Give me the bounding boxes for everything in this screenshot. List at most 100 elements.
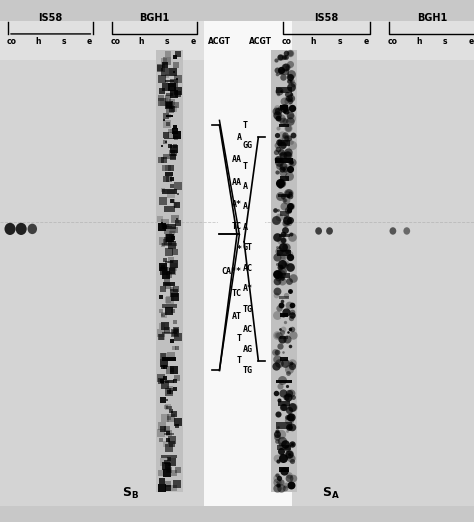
Bar	[271, 50, 297, 492]
Text: h: h	[416, 37, 422, 45]
Point	[285, 389, 293, 397]
Point	[157, 292, 165, 301]
Bar	[162, 455, 177, 458]
Bar	[277, 251, 292, 256]
Point	[280, 202, 288, 210]
Point	[289, 423, 296, 431]
Text: e: e	[87, 37, 92, 45]
Text: h: h	[310, 37, 316, 45]
Point	[278, 298, 286, 306]
Bar	[162, 243, 177, 246]
Point	[289, 141, 296, 149]
Point	[161, 219, 168, 227]
Point	[277, 138, 285, 146]
Point	[272, 206, 279, 214]
Point	[288, 325, 295, 333]
Point	[170, 366, 178, 374]
Point	[288, 202, 295, 210]
Circle shape	[16, 223, 27, 235]
Point	[287, 93, 295, 102]
Text: h: h	[35, 37, 40, 45]
Point	[286, 165, 294, 173]
Point	[285, 471, 292, 479]
Point	[287, 49, 294, 57]
Point	[280, 253, 287, 262]
Point	[288, 233, 296, 241]
Point	[161, 256, 169, 264]
Text: A: A	[243, 182, 248, 191]
Point	[283, 243, 290, 251]
Point	[163, 403, 170, 411]
Point	[288, 389, 295, 397]
Point	[289, 359, 296, 367]
Point	[164, 120, 171, 128]
Point	[171, 469, 178, 478]
Point	[286, 287, 294, 295]
Point	[286, 413, 293, 421]
Point	[283, 246, 291, 255]
Bar	[162, 304, 177, 308]
Point	[171, 385, 179, 393]
Point	[171, 289, 178, 297]
Point	[157, 329, 164, 338]
Point	[279, 243, 287, 251]
Point	[165, 248, 173, 257]
Point	[161, 61, 168, 69]
Text: T: T	[237, 334, 242, 343]
Point	[286, 423, 293, 431]
Point	[172, 134, 180, 143]
Bar	[276, 422, 292, 429]
Circle shape	[4, 223, 16, 235]
Bar	[0, 21, 223, 60]
Point	[286, 117, 293, 126]
Point	[284, 148, 292, 156]
Bar	[162, 331, 177, 334]
Bar	[164, 380, 174, 383]
Point	[162, 138, 170, 146]
Point	[173, 75, 181, 84]
Point	[161, 351, 168, 360]
Point	[172, 292, 179, 301]
Point	[281, 226, 289, 234]
Point	[158, 333, 166, 341]
Point	[161, 362, 169, 371]
Point	[275, 396, 283, 404]
Point	[273, 355, 281, 363]
Point	[172, 326, 180, 334]
Text: BGH1: BGH1	[417, 14, 447, 23]
Point	[286, 161, 293, 170]
Point	[164, 57, 171, 65]
Point	[169, 233, 177, 242]
Point	[275, 155, 283, 163]
Point	[163, 278, 171, 286]
Point	[277, 270, 284, 278]
Point	[285, 250, 292, 258]
Point	[279, 375, 286, 384]
Point	[159, 86, 166, 94]
Point	[274, 114, 282, 122]
Point	[173, 344, 181, 352]
Point	[162, 414, 169, 422]
Point	[282, 63, 290, 71]
Point	[273, 110, 281, 118]
Bar	[279, 124, 289, 127]
Text: AG: AG	[243, 346, 253, 354]
Point	[158, 219, 166, 227]
Point	[159, 311, 166, 319]
Point	[273, 253, 281, 262]
Bar	[156, 50, 182, 492]
Point	[273, 311, 281, 319]
Text: AT: AT	[232, 312, 242, 321]
Bar	[164, 206, 175, 211]
Point	[281, 484, 289, 493]
Bar	[166, 406, 172, 409]
Bar	[279, 467, 290, 472]
Point	[287, 192, 294, 200]
Point	[280, 53, 287, 61]
Point	[282, 195, 289, 204]
Text: e: e	[469, 37, 474, 45]
Circle shape	[326, 227, 333, 235]
Point	[273, 260, 281, 268]
Point	[277, 447, 285, 455]
Point	[287, 413, 295, 421]
